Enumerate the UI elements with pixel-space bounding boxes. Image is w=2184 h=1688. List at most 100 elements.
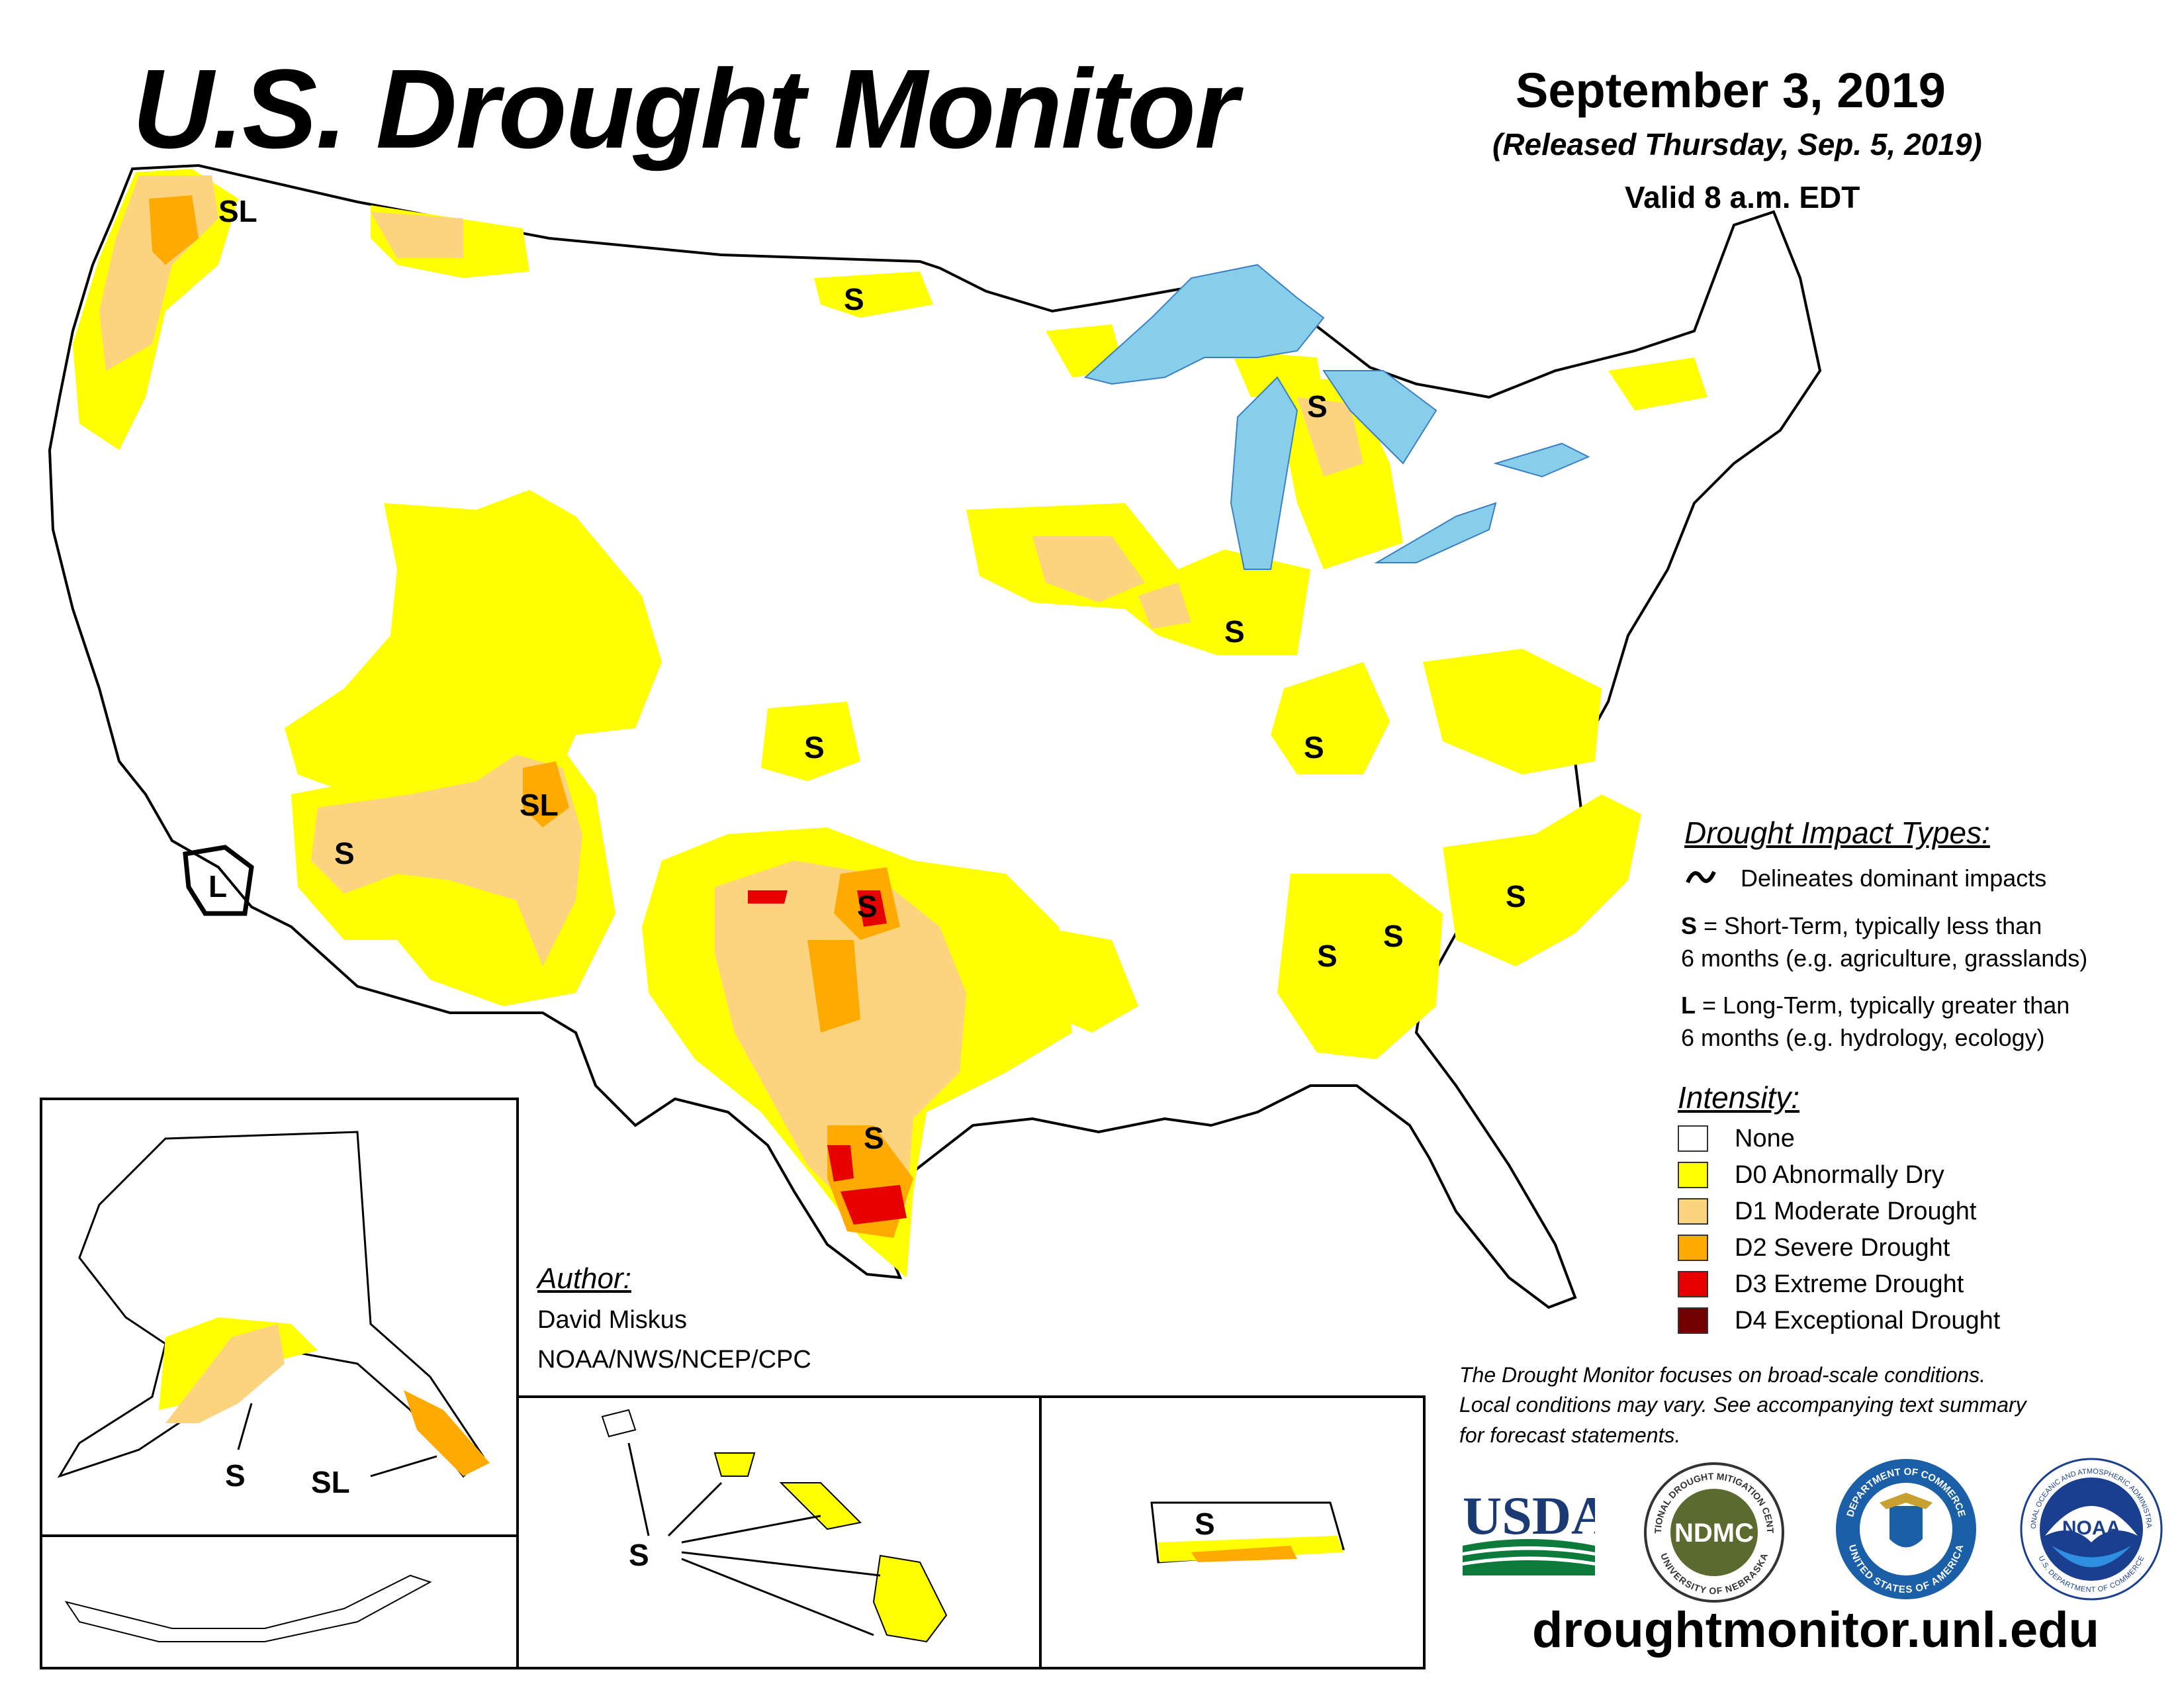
lake-huron: [1322, 370, 1437, 465]
alaska-panhandle-d1: [404, 1390, 490, 1476]
intensity-label: D3 Extreme Drought: [1735, 1270, 1964, 1298]
ndmc-logo: NATIONAL DROUGHT MITIGATION CENTER UNIVE…: [1638, 1451, 1787, 1605]
alaska-d1: [165, 1324, 285, 1423]
lake-superior: [1083, 263, 1325, 385]
map-date: September 3, 2019: [1516, 63, 1946, 118]
doc-eagle-shield-icon: [1889, 1506, 1923, 1548]
impact-short-term: S = Short-Term, typically less than 6 mo…: [1681, 910, 2087, 974]
intensity-swatch: [1678, 1125, 1708, 1152]
disclaimer-line1: The Drought Monitor focuses on broad-sca…: [1459, 1363, 1986, 1387]
usda-logo-text: USDA: [1463, 1486, 1595, 1546]
d0-north-dakota: [814, 271, 933, 318]
intensity-swatch: [1678, 1162, 1708, 1188]
d0-upper-midwest: [1046, 324, 1324, 397]
hawaii-pointer-1: [627, 1442, 650, 1536]
label-s-illinois: S: [1224, 614, 1245, 649]
noaa-bird-icon: [2045, 1506, 2138, 1542]
impact-long-term: L = Long-Term, typically greater than 6 …: [1681, 990, 2070, 1054]
d2-texas-central: [807, 940, 860, 1033]
short-term-key: S: [1681, 912, 1698, 939]
label-s-kentucky: S: [1304, 730, 1324, 765]
alaska-sl-pointer: [370, 1455, 437, 1477]
d0-new-england: [1608, 357, 1707, 410]
impact-delineates-label: Delineates dominant impacts: [1741, 865, 2047, 892]
long-term-line2: 6 months (e.g. hydrology, ecology): [1681, 1023, 2045, 1051]
label-sl-new-mexico: SL: [520, 788, 559, 822]
release-date: (Released Thursday, Sep. 5, 2019): [1492, 127, 1982, 162]
puerto-rico-d1: [1191, 1546, 1297, 1562]
d0-kansas: [761, 702, 860, 781]
impact-legend-heading: Drought Impact Types:: [1684, 816, 1990, 850]
hawaii-pointer-2: [667, 1481, 723, 1537]
maui-molokai: [779, 1482, 862, 1530]
short-term-line1: = Short-Term, typically less than: [1704, 912, 2042, 939]
d0-ohio-valley: [1271, 662, 1390, 774]
label-s-georgia: S: [1383, 919, 1404, 953]
d0-great-basin-rockies: [285, 490, 662, 827]
intensity-legend-item: D1 Moderate Drought: [1678, 1198, 2000, 1225]
label-l-california: L: [208, 869, 227, 904]
label-sl-washington: SL: [218, 194, 257, 228]
intensity-label: D0 Abnormally Dry: [1735, 1161, 1944, 1189]
alaska-inset: [40, 1098, 519, 1669]
d3-texas-panhandle: [748, 890, 788, 904]
lake-erie: [1374, 502, 1497, 563]
intensity-swatch: [1678, 1307, 1708, 1334]
label-s-alaska: S: [225, 1458, 246, 1493]
d0-carolinas: [1443, 794, 1641, 966]
aleutians: [64, 1574, 432, 1642]
label-s-alabama: S: [1317, 939, 1338, 973]
label-sl-alaska: SL: [311, 1465, 350, 1499]
valid-time: Valid 8 a.m. EDT: [1625, 180, 1860, 214]
d1-texas: [715, 861, 966, 1218]
d2-colorado-nm: [523, 761, 569, 827]
ndmc-logo-text: NDMC: [1674, 1519, 1754, 1548]
doc-logo: DEPARTMENT OF COMMERCE UNITED STATES OF …: [1833, 1456, 1979, 1602]
label-s-michigan: S: [1307, 389, 1328, 424]
intensity-legend: None D0 Abnormally Dry D1 Moderate Drought…: [1678, 1125, 2000, 1344]
label-s-south-carolina: S: [1506, 879, 1526, 914]
d0-arklatex: [1039, 927, 1138, 1033]
website-url[interactable]: droughtmonitor.unl.edu: [1532, 1602, 2099, 1658]
author-org: NOAA/NWS/NCEP/CPC: [537, 1346, 811, 1374]
intensity-label: D2 Severe Drought: [1735, 1234, 1950, 1262]
lake-michigan: [1230, 376, 1298, 570]
author-heading: Author:: [537, 1262, 631, 1295]
disclaimer: The Drought Monitor focuses on broad-sca…: [1459, 1360, 2174, 1450]
noaa-logo-text: NOAA: [2062, 1517, 2120, 1539]
label-s-puerto-rico: S: [1195, 1507, 1215, 1541]
conus-map: [48, 164, 1822, 1309]
label-s-arizona: S: [334, 836, 355, 870]
intensity-swatch: [1678, 1198, 1708, 1225]
intensity-legend-item: None: [1678, 1125, 2000, 1152]
intensity-label: None: [1735, 1125, 1795, 1152]
label-s-kansas: S: [804, 730, 825, 765]
d2-washington: [149, 195, 199, 265]
d3-oklahoma: [857, 890, 887, 927]
intensity-legend-item: D0 Abnormally Dry: [1678, 1162, 2000, 1188]
d1-arizona-new-mexico: [311, 755, 582, 966]
hawaii-pointer-4: [681, 1551, 881, 1577]
disclaimer-line3: for forecast statements.: [1459, 1423, 1681, 1447]
big-island: [872, 1554, 948, 1643]
lake-ontario: [1493, 442, 1590, 478]
oahu: [713, 1452, 756, 1477]
noaa-logo: NATIONAL OCEANIC AND ATMOSPHERIC ADMINIS…: [2016, 1450, 2164, 1602]
long-term-key: L: [1681, 992, 1696, 1019]
intensity-label: D4 Exceptional Drought: [1735, 1307, 2001, 1335]
d0-mid-atlantic: [1423, 649, 1602, 774]
d1-michigan: [1297, 397, 1363, 477]
impact-boundary-california: [183, 845, 254, 916]
hawaii-pointer-5: [681, 1558, 874, 1636]
intensity-legend-item: D4 Exceptional Drought: [1678, 1307, 2000, 1334]
puerto-rico-inset: [1039, 1395, 1426, 1669]
intensity-legend-heading: Intensity:: [1678, 1080, 1800, 1115]
kauai: [601, 1409, 637, 1438]
hawaii-pointer-3: [681, 1515, 821, 1544]
intensity-swatch: [1678, 1271, 1708, 1297]
label-s-north-dakota: S: [844, 282, 864, 316]
impact-delineation-icon: [1684, 864, 1717, 890]
long-term-line1: = Long-Term, typically greater than: [1702, 992, 2070, 1019]
hawaii-inset: [516, 1395, 1042, 1669]
